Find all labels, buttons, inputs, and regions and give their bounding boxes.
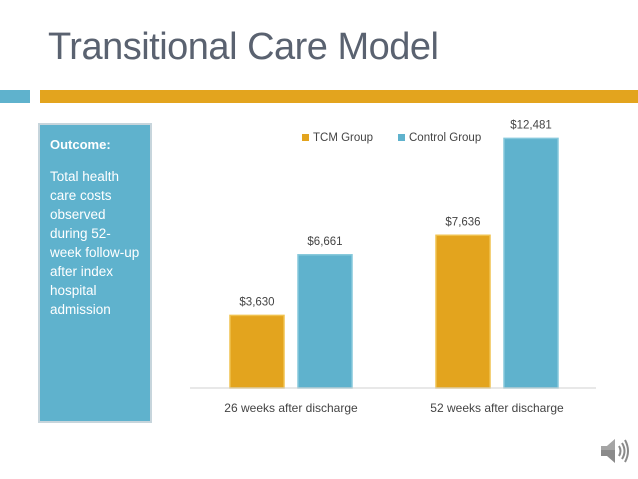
page-title: Transitional Care Model <box>48 26 439 68</box>
bar-tcm-1 <box>435 234 491 389</box>
data-label-tcm-0: $3,630 <box>239 296 274 308</box>
bar-control-0 <box>297 254 353 389</box>
bar-tcm-0 <box>229 314 285 389</box>
data-label-control-0: $6,661 <box>307 236 342 248</box>
legend-swatch-control <box>398 134 405 141</box>
title-rule-left <box>0 90 30 103</box>
chart-bars: $3,630 $6,661 $7,636 $12,481 <box>229 119 559 389</box>
speaker-icon[interactable] <box>598 434 630 473</box>
x-tick-label-1: 52 weeks after discharge <box>430 401 564 415</box>
outcome-description: Total health care costs observed during … <box>50 169 140 317</box>
legend-swatch-tcm <box>302 134 309 141</box>
legend-label-control: Control Group <box>409 132 481 144</box>
outcome-panel: Outcome: Total health care costs observe… <box>38 123 152 423</box>
legend-label-tcm: TCM Group <box>313 132 373 144</box>
x-tick-label-0: 26 weeks after discharge <box>224 401 358 415</box>
bar-control-1 <box>503 137 559 389</box>
data-label-tcm-1: $7,636 <box>445 216 480 228</box>
outcome-heading: Outcome: <box>50 137 111 152</box>
data-label-control-1: $12,481 <box>510 119 552 131</box>
title-rule-right <box>40 90 638 103</box>
chart-legend: TCM Group Control Group <box>302 132 481 144</box>
x-axis-labels: 26 weeks after discharge 52 weeks after d… <box>224 401 564 415</box>
